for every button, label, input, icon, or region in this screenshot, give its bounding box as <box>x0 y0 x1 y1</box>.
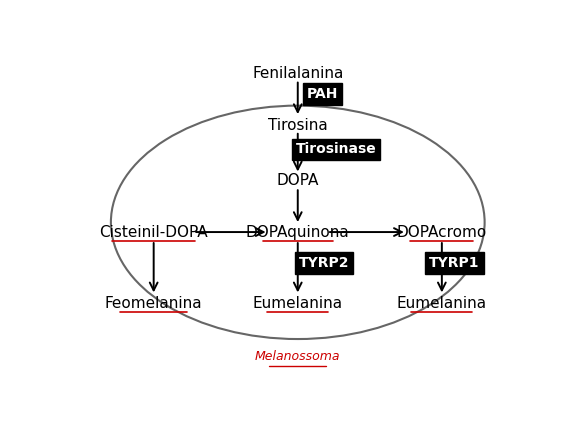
Text: TYRP1: TYRP1 <box>429 256 480 270</box>
Text: DOPAcromo: DOPAcromo <box>397 224 487 240</box>
Text: DOPAquinona: DOPAquinona <box>246 224 350 240</box>
Text: TYRP2: TYRP2 <box>299 256 349 270</box>
Text: Feomelanina: Feomelanina <box>105 296 203 311</box>
Text: PAH: PAH <box>307 87 338 101</box>
Text: Eumelanina: Eumelanina <box>397 296 487 311</box>
Text: DOPA: DOPA <box>277 173 319 188</box>
Text: Melanossoma: Melanossoma <box>255 350 340 363</box>
Text: Fenilalanina: Fenilalanina <box>252 66 343 81</box>
Text: Tirosinase: Tirosinase <box>296 142 376 156</box>
Text: Cisteinil-DOPA: Cisteinil-DOPA <box>99 224 208 240</box>
Text: Eumelanina: Eumelanina <box>253 296 343 311</box>
Text: Tirosina: Tirosina <box>268 117 328 133</box>
